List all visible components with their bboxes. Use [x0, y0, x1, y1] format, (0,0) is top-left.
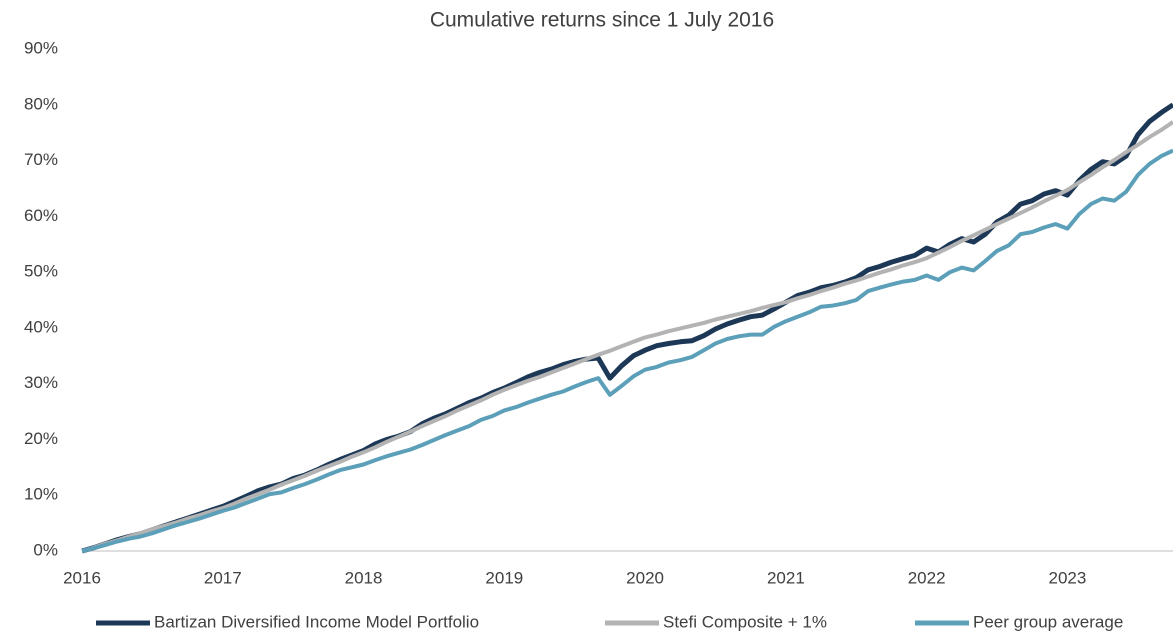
- x-tick-label: 2016: [63, 568, 101, 587]
- y-tick-label: 80%: [24, 94, 58, 113]
- legend-label: Peer group average: [973, 612, 1123, 631]
- y-tick-label: 90%: [24, 38, 58, 57]
- y-tick-label: 30%: [24, 373, 58, 392]
- y-tick-label: 10%: [24, 485, 58, 504]
- chart-title: Cumulative returns since 1 July 2016: [430, 9, 774, 32]
- y-tick-label: 20%: [24, 429, 58, 448]
- series-line: [81, 102, 1173, 554]
- x-tick-label: 2017: [204, 568, 242, 587]
- y-tick-label: 0%: [33, 540, 58, 559]
- x-tick-label: 2020: [626, 568, 664, 587]
- x-tick-label: 2021: [767, 568, 805, 587]
- y-tick-label: 40%: [24, 317, 58, 336]
- series-line: [81, 120, 1173, 553]
- x-tick-label: 2018: [345, 568, 383, 587]
- x-tick-label: 2023: [1049, 568, 1087, 587]
- legend-label: Bartizan Diversified Income Model Portfo…: [154, 612, 479, 631]
- x-tick-label: 2019: [485, 568, 523, 587]
- y-tick-label: 60%: [24, 206, 58, 225]
- series-line: [81, 148, 1173, 553]
- y-tick-label: 50%: [24, 262, 58, 281]
- x-tick-label: 2022: [908, 568, 946, 587]
- legend-label: Stefi Composite + 1%: [663, 612, 827, 631]
- y-tick-label: 70%: [24, 150, 58, 169]
